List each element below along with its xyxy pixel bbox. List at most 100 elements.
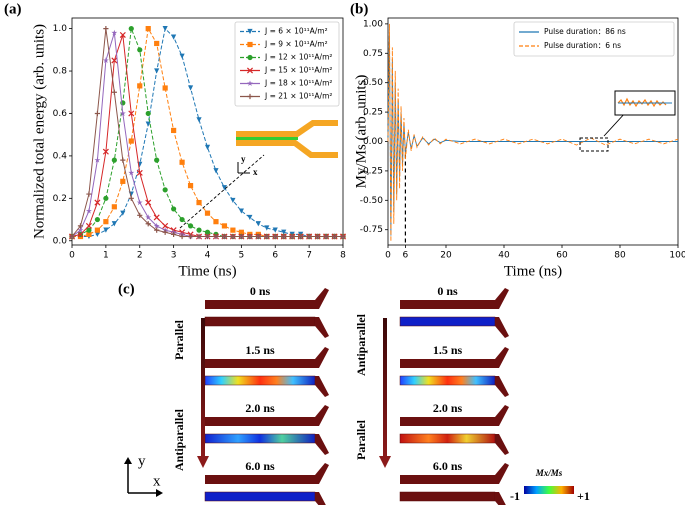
y-tick-label: 0.75	[363, 49, 383, 59]
y-axis-title: My/Ms (arb. units)	[353, 75, 369, 189]
y-tick-label: 0.8	[53, 67, 68, 77]
marker	[103, 227, 109, 233]
waveguide	[400, 475, 495, 484]
axes-glyph	[156, 489, 163, 497]
x-tick-label: 100	[669, 251, 685, 261]
colorbar-min: -1	[510, 489, 520, 503]
x-tick-label: 60	[556, 251, 568, 261]
legend-label: J = 9 × 10¹¹A/m²	[264, 40, 328, 49]
time-arrow-head	[379, 456, 391, 468]
marker	[246, 67, 254, 74]
y-tick-label: 0.00	[363, 137, 383, 147]
marker	[230, 227, 236, 233]
marker	[247, 80, 253, 87]
marker	[154, 40, 160, 47]
time-label: 2.0 ns	[433, 401, 463, 415]
legend-label: J = 18 × 10¹¹A/m²	[264, 79, 332, 88]
y-tick-label: 0.2	[53, 194, 67, 204]
branch	[495, 434, 509, 455]
y-tick-label: -0.50	[360, 196, 384, 206]
marker	[171, 206, 177, 212]
marker	[247, 214, 253, 221]
marker	[94, 231, 101, 237]
legend-label: J = 6 × 10¹¹A/m²	[264, 27, 328, 36]
x-tick-label: 7	[306, 251, 312, 261]
waveguide	[204, 316, 316, 327]
marker	[314, 233, 321, 240]
time-arrow-head	[197, 456, 209, 468]
marker	[204, 229, 211, 235]
marker	[137, 83, 143, 89]
marker	[94, 216, 101, 223]
x-tick-label: 3	[171, 251, 177, 261]
x-tick-label: 2	[137, 251, 143, 261]
marker	[86, 227, 92, 233]
marker	[94, 157, 101, 163]
waveguide	[204, 433, 316, 444]
x-axis-title: Time (ns)	[504, 263, 562, 279]
marker	[120, 157, 126, 163]
marker	[120, 178, 126, 184]
series-line	[387, 35, 678, 236]
marker	[153, 214, 160, 221]
legend-label: J = 12 × 10¹¹A/m²	[264, 53, 332, 62]
marker	[136, 199, 143, 206]
branch	[495, 463, 509, 484]
marker	[179, 53, 185, 59]
zoom-box	[579, 137, 609, 152]
inset-axis: x	[253, 167, 258, 177]
inset	[236, 120, 338, 158]
y-tick-label: -0.25	[360, 166, 383, 176]
marker	[281, 229, 287, 235]
branch	[315, 492, 326, 505]
marker	[289, 233, 295, 240]
y-tick-label: 1.00	[363, 19, 383, 29]
waveguide	[400, 359, 495, 368]
marker	[264, 225, 270, 231]
x-tick-label: 0	[385, 251, 391, 261]
x-tick-label: 5	[239, 251, 245, 261]
marker	[77, 231, 84, 238]
marker	[162, 26, 168, 32]
waveguide	[205, 475, 315, 484]
y-tick-label: 0.25	[363, 108, 383, 118]
branch	[315, 376, 329, 397]
x-tick-label: 80	[614, 251, 626, 261]
marker	[162, 222, 169, 229]
marker	[306, 233, 312, 240]
marker	[154, 68, 160, 74]
waveguide	[205, 417, 315, 426]
branch	[495, 347, 509, 368]
marker	[69, 233, 75, 240]
panel-label: (a)	[4, 1, 22, 17]
y-tick-label: 0.0	[53, 236, 68, 246]
marker	[179, 233, 185, 240]
branch	[315, 434, 329, 455]
marker	[238, 229, 244, 235]
inset-arm	[236, 120, 338, 137]
marker	[204, 144, 211, 151]
x-tick-label: 8	[340, 251, 346, 261]
marker	[187, 223, 194, 229]
inset-axes	[237, 162, 250, 174]
marker	[111, 157, 117, 163]
marker	[102, 148, 109, 155]
x-tick-label: 6	[403, 251, 409, 261]
marker	[272, 233, 278, 240]
time-label: 6.0 ns	[245, 459, 275, 473]
waveguide	[400, 417, 495, 426]
marker	[238, 233, 244, 240]
marker	[137, 212, 143, 218]
branch	[495, 405, 509, 426]
waveguide	[399, 433, 496, 444]
marker	[111, 57, 118, 64]
marker	[323, 233, 329, 240]
colorbar-max: +1	[577, 489, 590, 503]
marker	[238, 208, 244, 214]
legend-label: Pulse duration：6 ns	[544, 41, 621, 50]
marker	[196, 227, 202, 233]
marker	[137, 47, 143, 53]
marker	[213, 168, 219, 174]
marker	[196, 233, 202, 240]
legend-label: J = 21 × 10¹¹A/m²	[264, 92, 332, 101]
